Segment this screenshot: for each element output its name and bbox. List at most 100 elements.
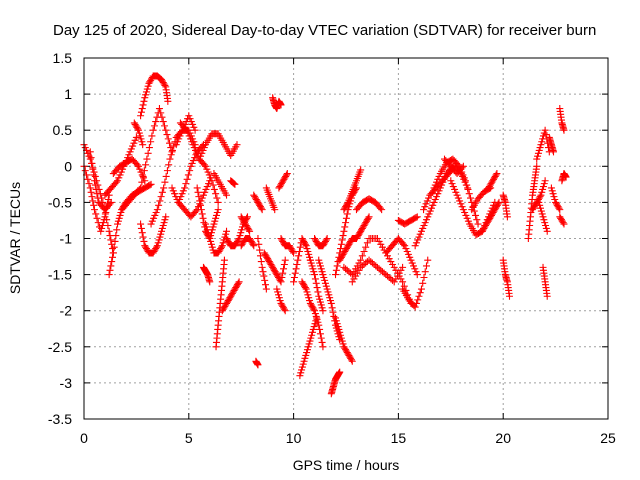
data-point xyxy=(424,213,432,221)
data-point xyxy=(474,220,482,228)
grid-lines xyxy=(84,58,608,419)
data-point xyxy=(342,347,350,355)
data-point xyxy=(180,123,188,131)
data-point xyxy=(246,235,254,242)
data-point xyxy=(173,138,181,146)
data-point xyxy=(493,201,501,209)
data-point xyxy=(142,161,150,169)
data-point xyxy=(532,200,540,208)
data-point xyxy=(424,256,432,264)
data-point xyxy=(177,193,185,201)
data-point xyxy=(486,214,494,222)
data-point xyxy=(481,223,489,231)
data-point xyxy=(332,314,340,322)
data-point xyxy=(168,146,176,154)
data-point xyxy=(106,200,114,208)
series-arc-07 xyxy=(118,105,176,214)
data-point xyxy=(150,122,158,130)
y-tick-label: -1 xyxy=(60,231,73,247)
data-point xyxy=(357,227,365,235)
data-point xyxy=(133,123,141,131)
y-axis-tick-labels: -3.5 -3 -2.5 -2 -1.5 -1 -0.5 0 0.5 1 1.5 xyxy=(48,50,72,427)
series-arc-04 xyxy=(105,180,155,279)
data-point xyxy=(290,249,298,257)
data-point xyxy=(389,276,397,284)
data-point xyxy=(207,229,215,237)
data-point xyxy=(549,190,557,198)
series-arc-43 xyxy=(332,314,356,365)
data-point xyxy=(86,184,94,192)
data-point xyxy=(233,239,241,247)
data-point xyxy=(317,265,325,273)
series-arc-06 xyxy=(101,133,140,199)
data-point xyxy=(140,97,148,105)
data-point xyxy=(280,265,288,273)
data-point xyxy=(81,167,89,175)
data-point xyxy=(263,253,271,261)
data-point xyxy=(321,237,329,245)
data-point xyxy=(108,258,116,266)
data-point xyxy=(419,279,427,287)
data-point xyxy=(141,242,149,250)
data-point xyxy=(114,220,122,228)
data-point xyxy=(338,337,346,345)
series-arc-70 xyxy=(556,105,568,134)
data-point xyxy=(137,168,145,176)
data-point xyxy=(268,262,276,270)
data-point xyxy=(212,214,220,222)
data-point xyxy=(135,185,143,193)
data-point xyxy=(363,216,371,224)
data-point xyxy=(160,122,168,130)
data-point xyxy=(283,170,291,178)
data-point xyxy=(238,240,246,248)
data-point xyxy=(120,162,128,170)
data-point xyxy=(461,177,469,185)
data-point xyxy=(225,295,233,303)
data-point xyxy=(241,220,249,228)
data-point xyxy=(311,307,319,315)
data-point xyxy=(346,239,354,247)
data-point xyxy=(195,155,203,163)
data-point xyxy=(130,139,138,147)
data-point xyxy=(478,227,486,235)
data-point xyxy=(101,213,109,221)
data-point xyxy=(377,240,385,248)
data-point xyxy=(429,201,437,209)
data-point xyxy=(321,239,329,247)
data-point xyxy=(282,172,290,180)
data-point xyxy=(213,209,221,217)
data-point xyxy=(539,213,547,221)
data-point xyxy=(167,144,175,152)
data-point xyxy=(197,206,205,214)
data-point xyxy=(417,227,425,235)
data-point xyxy=(285,242,293,250)
data-point xyxy=(552,200,560,208)
data-point xyxy=(252,196,260,204)
data-point xyxy=(139,233,147,241)
y-tick-label: 1.5 xyxy=(53,50,73,66)
data-point xyxy=(201,188,209,196)
data-point xyxy=(138,105,146,113)
series-arc-11 xyxy=(147,126,199,228)
data-point xyxy=(275,291,283,299)
data-point xyxy=(228,289,236,297)
data-point xyxy=(147,220,155,228)
data-point xyxy=(199,146,207,154)
data-point xyxy=(231,242,239,250)
data-point xyxy=(148,217,156,225)
data-point xyxy=(384,272,392,280)
data-point xyxy=(199,191,207,199)
series-arc-05 xyxy=(109,155,149,185)
data-point xyxy=(321,279,329,287)
data-point xyxy=(559,219,567,227)
data-point xyxy=(90,171,98,179)
data-point xyxy=(412,214,420,222)
data-point xyxy=(265,258,273,266)
data-point xyxy=(537,204,545,212)
data-point xyxy=(99,219,107,227)
data-point xyxy=(550,193,558,201)
data-point xyxy=(207,240,215,248)
series-arc-34 xyxy=(269,94,285,113)
data-point xyxy=(299,279,307,287)
data-point xyxy=(137,184,145,192)
